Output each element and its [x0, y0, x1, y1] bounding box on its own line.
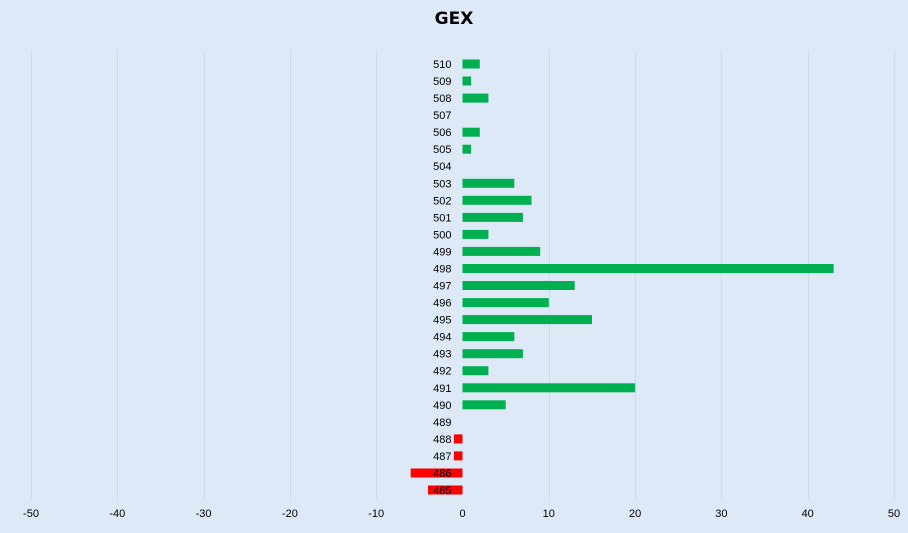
y-tick-label: 498	[433, 264, 451, 276]
bar	[462, 298, 549, 308]
bar	[462, 59, 480, 69]
bar	[462, 246, 541, 256]
bar	[462, 264, 834, 273]
y-tick-label: 510	[433, 59, 451, 71]
bar	[462, 229, 489, 239]
bar	[462, 281, 575, 290]
bar	[428, 485, 463, 495]
x-tick-label: -10	[368, 508, 384, 520]
bar	[453, 451, 463, 461]
y-tick-label: 509	[433, 76, 451, 88]
y-tick-label: 508	[433, 93, 451, 105]
y-tick-label: 496	[433, 298, 451, 310]
y-tick-label: 485	[433, 485, 451, 497]
y-tick-label: 491	[433, 383, 451, 395]
y-tick-label: 494	[433, 332, 451, 344]
bar	[453, 434, 463, 444]
y-tick-label: 493	[433, 349, 451, 361]
x-tick-label: 10	[543, 508, 555, 520]
y-tick-label: 507	[433, 110, 451, 122]
y-tick-label: 497	[433, 281, 451, 293]
bar	[462, 127, 480, 137]
bar	[462, 76, 472, 86]
y-tick-label: 505	[433, 144, 451, 156]
y-tick-label: 501	[433, 212, 451, 224]
y-tick-label: 488	[433, 434, 451, 446]
x-tick-label: -40	[109, 508, 125, 520]
bar	[462, 400, 506, 410]
y-tick-label: 500	[433, 229, 451, 241]
x-tick-label: 40	[802, 508, 814, 520]
x-tick-label: 0	[459, 508, 465, 520]
y-tick-label: 504	[433, 161, 451, 173]
bar	[462, 349, 523, 359]
bar	[462, 144, 472, 154]
bar	[462, 332, 515, 342]
x-tick-label: 20	[629, 508, 641, 520]
y-tick-label: 503	[433, 178, 451, 190]
x-tick-label: -50	[23, 508, 39, 520]
chart-title: GEX	[434, 9, 474, 29]
y-tick-label: 487	[433, 451, 451, 463]
bar	[462, 383, 636, 393]
y-tick-label: 492	[433, 366, 451, 378]
x-tick-label: 50	[888, 508, 900, 520]
bar	[462, 93, 489, 103]
bar	[462, 178, 515, 188]
y-tick-label: 495	[433, 315, 451, 327]
y-tick-label: 490	[433, 400, 451, 412]
x-tick-label: -30	[196, 508, 212, 520]
y-tick-label: 502	[433, 195, 451, 207]
x-tick-label: -20	[282, 508, 298, 520]
y-tick-label: 489	[433, 417, 451, 429]
y-tick-label: 499	[433, 246, 451, 258]
bar	[462, 212, 523, 222]
y-tick-label: 486	[433, 468, 451, 480]
bar	[462, 315, 592, 325]
x-tick-label: 30	[715, 508, 727, 520]
bar	[462, 366, 489, 376]
bar	[462, 195, 532, 205]
bar	[410, 468, 463, 478]
y-tick-label: 506	[433, 127, 451, 139]
